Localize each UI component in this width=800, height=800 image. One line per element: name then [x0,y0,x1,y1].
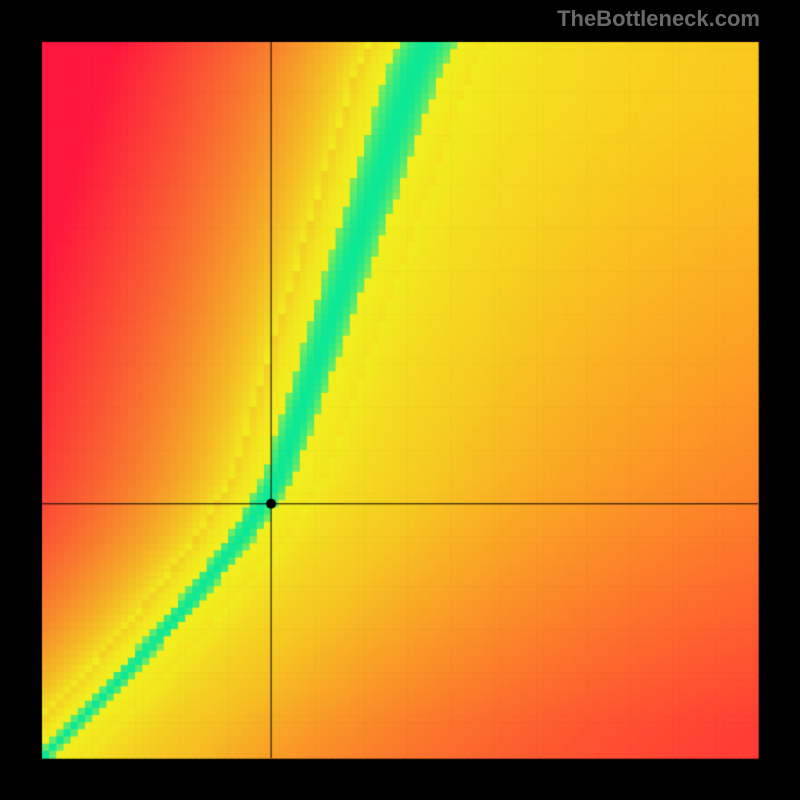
chart-container: TheBottleneck.com [0,0,800,800]
watermark-text: TheBottleneck.com [557,6,760,32]
heatmap-canvas [0,0,800,800]
